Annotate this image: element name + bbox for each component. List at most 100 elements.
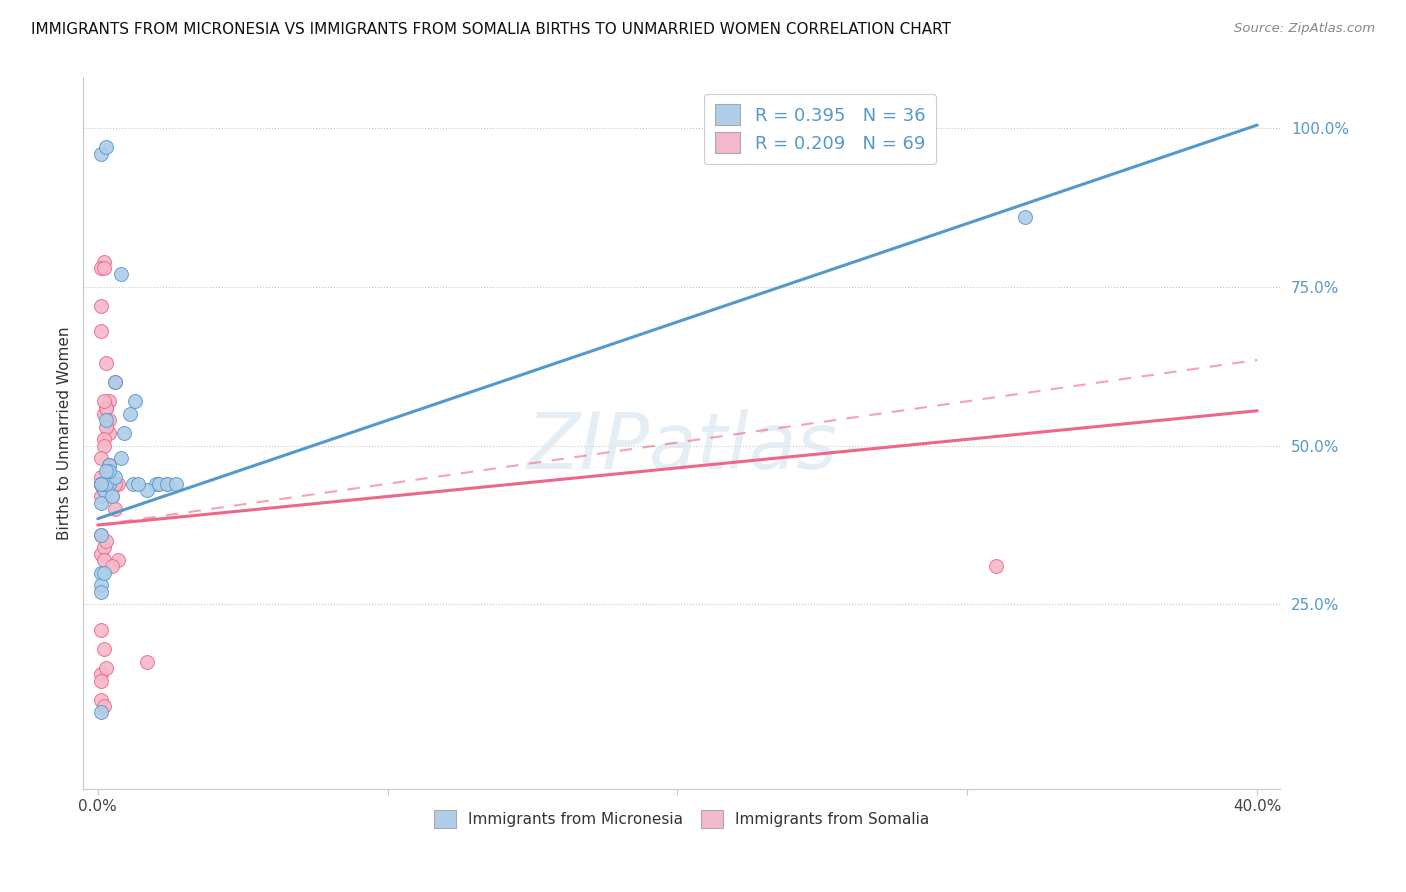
Point [148,476,170,491]
Point [107,476,129,491]
Point [96,476,118,491]
Point [101,490,124,504]
Point [165,476,187,491]
Point [90,476,112,491]
Point [98,425,121,440]
Point [90,476,112,491]
Point [104,476,127,491]
Text: Source: ZipAtlas.com: Source: ZipAtlas.com [1234,22,1375,36]
Point [90,476,112,491]
Point [90,451,112,466]
Point [90,146,112,161]
Point [90,584,112,599]
Legend: Immigrants from Micronesia, Immigrants from Somalia: Immigrants from Micronesia, Immigrants f… [429,805,935,834]
Point [90,496,112,510]
Point [90,673,112,688]
Point [93,476,115,491]
Point [96,356,118,370]
Point [93,476,115,491]
Point [96,661,118,675]
Point [96,476,118,491]
Point [96,476,118,491]
Point [93,407,115,421]
Point [107,553,129,567]
Point [98,394,121,409]
Point [93,483,115,497]
Point [93,439,115,453]
Point [90,692,112,706]
Point [98,476,121,491]
Point [93,476,115,491]
Point [90,476,112,491]
Point [96,140,118,154]
Point [96,413,118,427]
Point [156,476,179,491]
Point [96,401,118,415]
Point [1014,210,1036,224]
Point [90,470,112,484]
Point [96,476,118,491]
Point [112,425,135,440]
Point [110,451,132,466]
Point [96,476,118,491]
Point [104,375,127,389]
Point [104,375,127,389]
Point [96,464,118,478]
Point [93,476,115,491]
Point [98,464,121,478]
Point [90,476,112,491]
Point [93,476,115,491]
Point [96,419,118,434]
Point [90,260,112,275]
Y-axis label: Births to Unmarried Women: Births to Unmarried Women [58,326,72,540]
Point [110,267,132,281]
Point [98,476,121,491]
Point [93,566,115,580]
Point [104,470,127,484]
Point [93,433,115,447]
Point [90,476,112,491]
Point [986,559,1008,574]
Point [156,476,179,491]
Point [90,547,112,561]
Point [93,260,115,275]
Point [93,476,115,491]
Point [127,476,149,491]
Point [96,476,118,491]
Point [118,407,141,421]
Point [98,458,121,472]
Point [90,325,112,339]
Point [90,476,112,491]
Point [98,413,121,427]
Point [90,299,112,313]
Point [104,502,127,516]
Point [90,490,112,504]
Point [93,698,115,713]
Point [90,527,112,541]
Point [96,533,118,548]
Point [101,476,124,491]
Point [90,476,112,491]
Point [93,553,115,567]
Point [90,706,112,720]
Point [98,458,121,472]
Point [145,476,167,491]
Point [96,483,118,497]
Point [93,541,115,555]
Text: ZIPatlas: ZIPatlas [526,409,838,485]
Point [93,254,115,268]
Point [90,527,112,541]
Point [136,483,159,497]
Point [90,476,112,491]
Point [121,476,143,491]
Point [90,623,112,637]
Point [90,476,112,491]
Point [96,401,118,415]
Point [90,578,112,592]
Point [136,655,159,669]
Point [98,476,121,491]
Point [93,641,115,656]
Point [98,476,121,491]
Point [101,490,124,504]
Point [90,476,112,491]
